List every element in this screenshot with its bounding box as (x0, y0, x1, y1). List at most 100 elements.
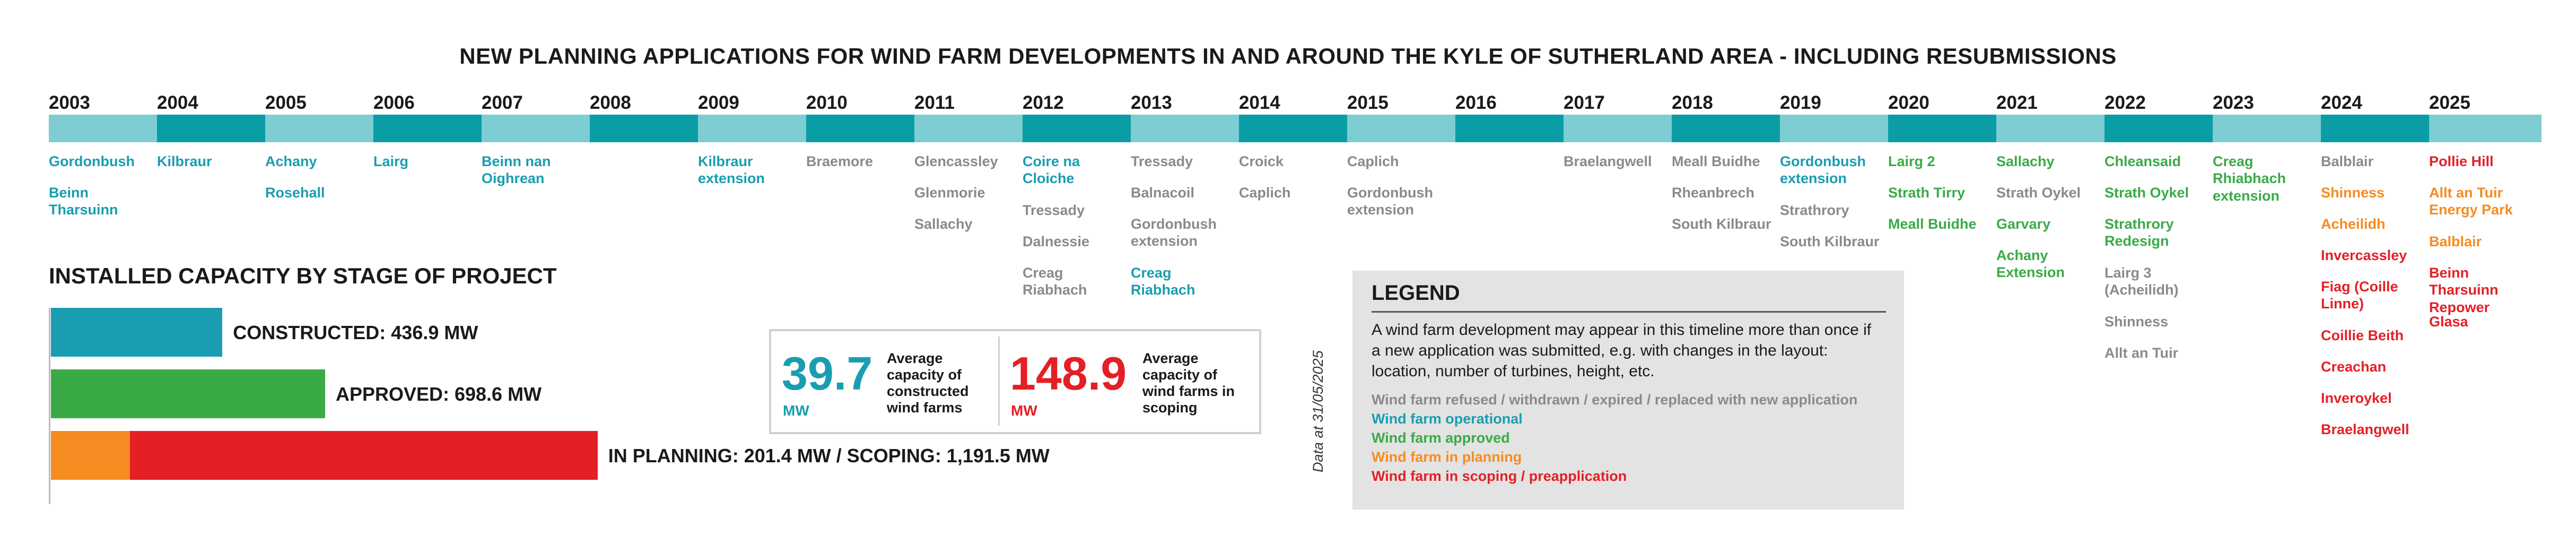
timeline-entry: Shinness (2105, 314, 2169, 330)
year-bar-2013 (1131, 115, 1239, 142)
year-label-2006: 2006 (373, 92, 415, 113)
timeline-entry: Rheanbrech (1672, 185, 1755, 201)
year-label-2005: 2005 (265, 92, 307, 113)
timeline-entry: Balblair (2321, 153, 2374, 169)
timeline-entry: Gordonbush extension (1780, 153, 1866, 187)
legend-title: LEGEND (1372, 281, 1460, 305)
year-label-2024: 2024 (2321, 92, 2362, 113)
year-label-2016: 2016 (1455, 92, 1497, 113)
year-bar-2021 (1996, 115, 2105, 142)
year-bar-2006 (373, 115, 482, 142)
timeline-entry: Sallachy (914, 216, 973, 232)
year-bar-2023 (2213, 115, 2321, 142)
year-bar-2009 (698, 115, 806, 142)
capacity-bar-scoping (130, 431, 598, 480)
timeline-entry: Achany Extension (1996, 247, 2065, 281)
year-label-2020: 2020 (1888, 92, 1929, 113)
stats-divider (998, 336, 1000, 426)
capacity-bar-planning (51, 431, 130, 480)
year-label-2011: 2011 (914, 92, 955, 113)
stat-constructed-unit: MW (783, 402, 809, 419)
timeline-entry: Meall Buidhe (1888, 216, 1977, 232)
capacity-bar-label: CONSTRUCTED: 436.9 MW (233, 322, 478, 343)
timeline-entry: South Kilbraur (1672, 216, 1771, 232)
timeline-entry: Gordonbush extension (1347, 185, 1433, 218)
timeline-entry: Sallachy (1996, 153, 2055, 169)
year-bar-2014 (1239, 115, 1347, 142)
timeline-entry: Coire na Cloiche (1023, 153, 1080, 187)
year-label-2010: 2010 (806, 92, 848, 113)
timeline-entry: Strath Oykel (2105, 185, 2189, 201)
year-bar-2011 (914, 115, 1023, 142)
timeline-entry: Strath Tirry (1888, 185, 1966, 201)
capacity-chart: CONSTRUCTED: 436.9 MW APPROVED: 698.6 MW I… (49, 308, 1322, 510)
timeline-entry: Invercassley (2321, 247, 2407, 263)
timeline-entry: Glasa (2429, 314, 2468, 330)
timeline-entry: Creag Riabhach (1023, 265, 1087, 298)
year-label-2015: 2015 (1347, 92, 1389, 113)
timeline-entry: Coillie Beith (2321, 327, 2404, 343)
legend-item-operational: Wind farm operational (1372, 411, 1523, 427)
year-bar-2010 (806, 115, 914, 142)
timeline-entry: Rosehall (265, 185, 325, 201)
capacity-bar-label: APPROVED: 698.6 MW (335, 383, 542, 405)
stat-scoping-desc: Average capacity of wind farms in scopin… (1142, 350, 1235, 416)
year-label-2009: 2009 (698, 92, 739, 113)
year-bar-2022 (2105, 115, 2213, 142)
legend-item-approved: Wind farm approved (1372, 430, 1510, 446)
timeline-entry: Glencassley (914, 153, 998, 169)
year-label-2025: 2025 (2429, 92, 2470, 113)
capacity-bar-constructed (51, 308, 223, 357)
stat-constructed-desc: Average capacity of constructed wind far… (887, 350, 969, 416)
year-bar-2005 (265, 115, 373, 142)
capacity-bar-approved (51, 369, 325, 418)
year-label-2019: 2019 (1780, 92, 1821, 113)
timeline-entry: Beinn Tharsuinn (49, 185, 118, 218)
timeline-entry: Creag Rhiabhach extension (2213, 153, 2286, 204)
timeline-entry: Caplich (1347, 153, 1399, 169)
year-bar-2019 (1780, 115, 1888, 142)
year-bar-2004 (157, 115, 265, 142)
timeline-entry: Strathrory (1780, 202, 1849, 218)
year-label-2023: 2023 (2213, 92, 2254, 113)
year-label-2008: 2008 (590, 92, 631, 113)
timeline-entry: Pollie Hill (2429, 153, 2494, 169)
year-bar-2015 (1347, 115, 1455, 142)
data-date-note: Data at 31/05/2025 (1310, 350, 1326, 472)
year-label-2004: 2004 (157, 92, 198, 113)
year-label-2018: 2018 (1672, 92, 1713, 113)
capacity-axis (49, 308, 50, 504)
year-bar-2008 (590, 115, 698, 142)
timeline-entry: Lairg 2 (1888, 153, 1935, 169)
timeline-entry: Balnacoil (1131, 185, 1195, 201)
year-label-2022: 2022 (2105, 92, 2146, 113)
timeline-entry: Kilbraur (157, 153, 212, 169)
year-bar-2025 (2429, 115, 2542, 142)
year-bar-2003 (49, 115, 157, 142)
stat-constructed-value: 39.7 (782, 347, 873, 400)
timeline-entry: Inveroykel (2321, 390, 2392, 406)
timeline-entry: Gordonbush (49, 153, 135, 169)
legend: LEGEND A wind farm development may appea… (1352, 271, 1904, 510)
timeline-entry: Balblair (2429, 234, 2482, 249)
timeline-entry: Braemore (806, 153, 874, 169)
timeline-entry: Garvary (1996, 216, 2051, 232)
stat-scoping-value: 148.9 (1010, 347, 1127, 400)
year-bar-2017 (1564, 115, 1672, 142)
year-label-2012: 2012 (1023, 92, 1064, 113)
legend-item-scoping: Wind farm in scoping / preapplication (1372, 468, 1627, 484)
timeline-entry: Beinn Tharsuinn Repower (2429, 265, 2499, 315)
timeline-entry: Fiag (Coille Linne) (2321, 279, 2398, 312)
stat-scoping-unit: MW (1011, 402, 1037, 419)
timeline-entry: Glenmorie (914, 185, 985, 201)
year-bar-2016 (1455, 115, 1564, 142)
capacity-bar-label: IN PLANNING: 201.4 MW / SCOPING: 1,191.5… (608, 445, 1050, 467)
timeline-entry: Allt an Tuir (2105, 345, 2178, 361)
stats-box: 39.7 MW Average capacity of constructed … (769, 329, 1261, 434)
year-label-2007: 2007 (482, 92, 523, 113)
timeline-entry: Caplich (1239, 185, 1291, 201)
capacity-title: INSTALLED CAPACITY BY STAGE OF PROJECT (49, 263, 557, 288)
timeline-entry: Gordonbush extension (1131, 216, 1217, 249)
timeline-entry: Allt an Tuir Energy Park (2429, 185, 2513, 218)
timeline-entry: Meall Buidhe (1672, 153, 1760, 169)
